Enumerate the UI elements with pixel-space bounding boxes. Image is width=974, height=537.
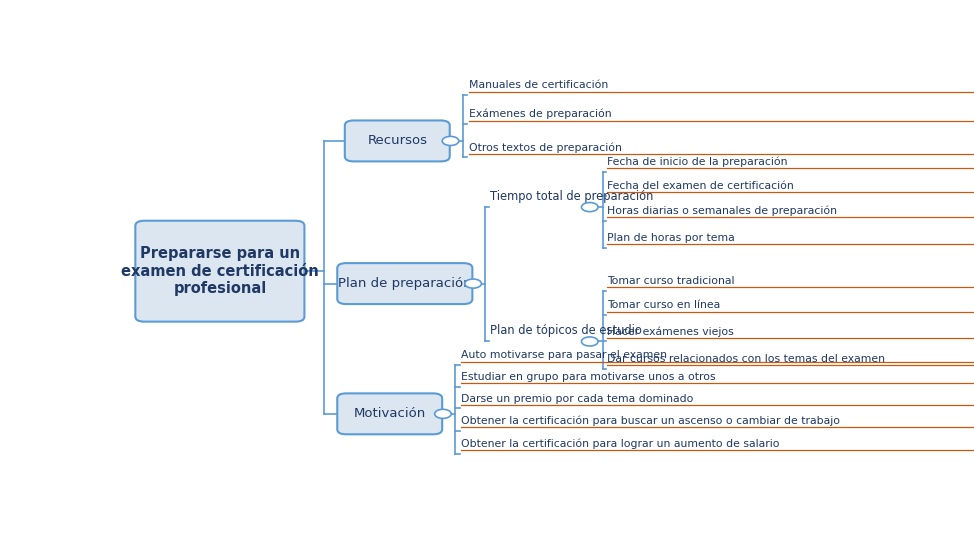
Text: Tiempo total de preparación: Tiempo total de preparación — [490, 190, 654, 203]
Text: Motivación: Motivación — [354, 408, 426, 420]
Text: Manuales de certificación: Manuales de certificación — [468, 81, 608, 91]
Circle shape — [581, 337, 598, 346]
Text: Otros textos de preparación: Otros textos de preparación — [468, 142, 621, 153]
Text: Plan de tópicos de estudio: Plan de tópicos de estudio — [490, 324, 642, 337]
FancyBboxPatch shape — [345, 120, 450, 162]
Text: Recursos: Recursos — [367, 134, 428, 148]
FancyBboxPatch shape — [337, 394, 442, 434]
Text: Plan de preparación: Plan de preparación — [338, 277, 471, 290]
Text: Auto motivarse para pasar el examen: Auto motivarse para pasar el examen — [461, 351, 667, 360]
Text: Hacer exámenes viejos: Hacer exámenes viejos — [607, 326, 733, 337]
Text: Prepararse para un
examen de certificación
profesional: Prepararse para un examen de certificaci… — [121, 246, 318, 296]
Text: Obtener la certificación para buscar un ascenso o cambiar de trabajo: Obtener la certificación para buscar un … — [461, 416, 840, 426]
Text: Plan de horas por tema: Plan de horas por tema — [607, 233, 734, 243]
Text: Exámenes de preparación: Exámenes de preparación — [468, 109, 612, 119]
Circle shape — [581, 202, 598, 212]
Text: Darse un premio por cada tema dominado: Darse un premio por cada tema dominado — [461, 394, 693, 403]
FancyBboxPatch shape — [135, 221, 305, 322]
Text: Obtener la certificación para lograr un aumento de salario: Obtener la certificación para lograr un … — [461, 439, 779, 449]
Text: Horas diarias o semanales de preparación: Horas diarias o semanales de preparación — [607, 205, 837, 216]
Text: Fecha del examen de certificación: Fecha del examen de certificación — [607, 181, 794, 191]
Text: Fecha de inicio de la preparación: Fecha de inicio de la preparación — [607, 156, 788, 167]
FancyBboxPatch shape — [337, 263, 472, 304]
Text: Dar cursos relacionados con los temas del examen: Dar cursos relacionados con los temas de… — [607, 354, 885, 364]
Text: Tomar curso en línea: Tomar curso en línea — [607, 301, 721, 310]
Circle shape — [465, 279, 481, 288]
Circle shape — [434, 409, 451, 418]
Text: Estudiar en grupo para motivarse unos a otros: Estudiar en grupo para motivarse unos a … — [461, 372, 716, 382]
Text: Tomar curso tradicional: Tomar curso tradicional — [607, 276, 734, 286]
Circle shape — [442, 136, 459, 146]
